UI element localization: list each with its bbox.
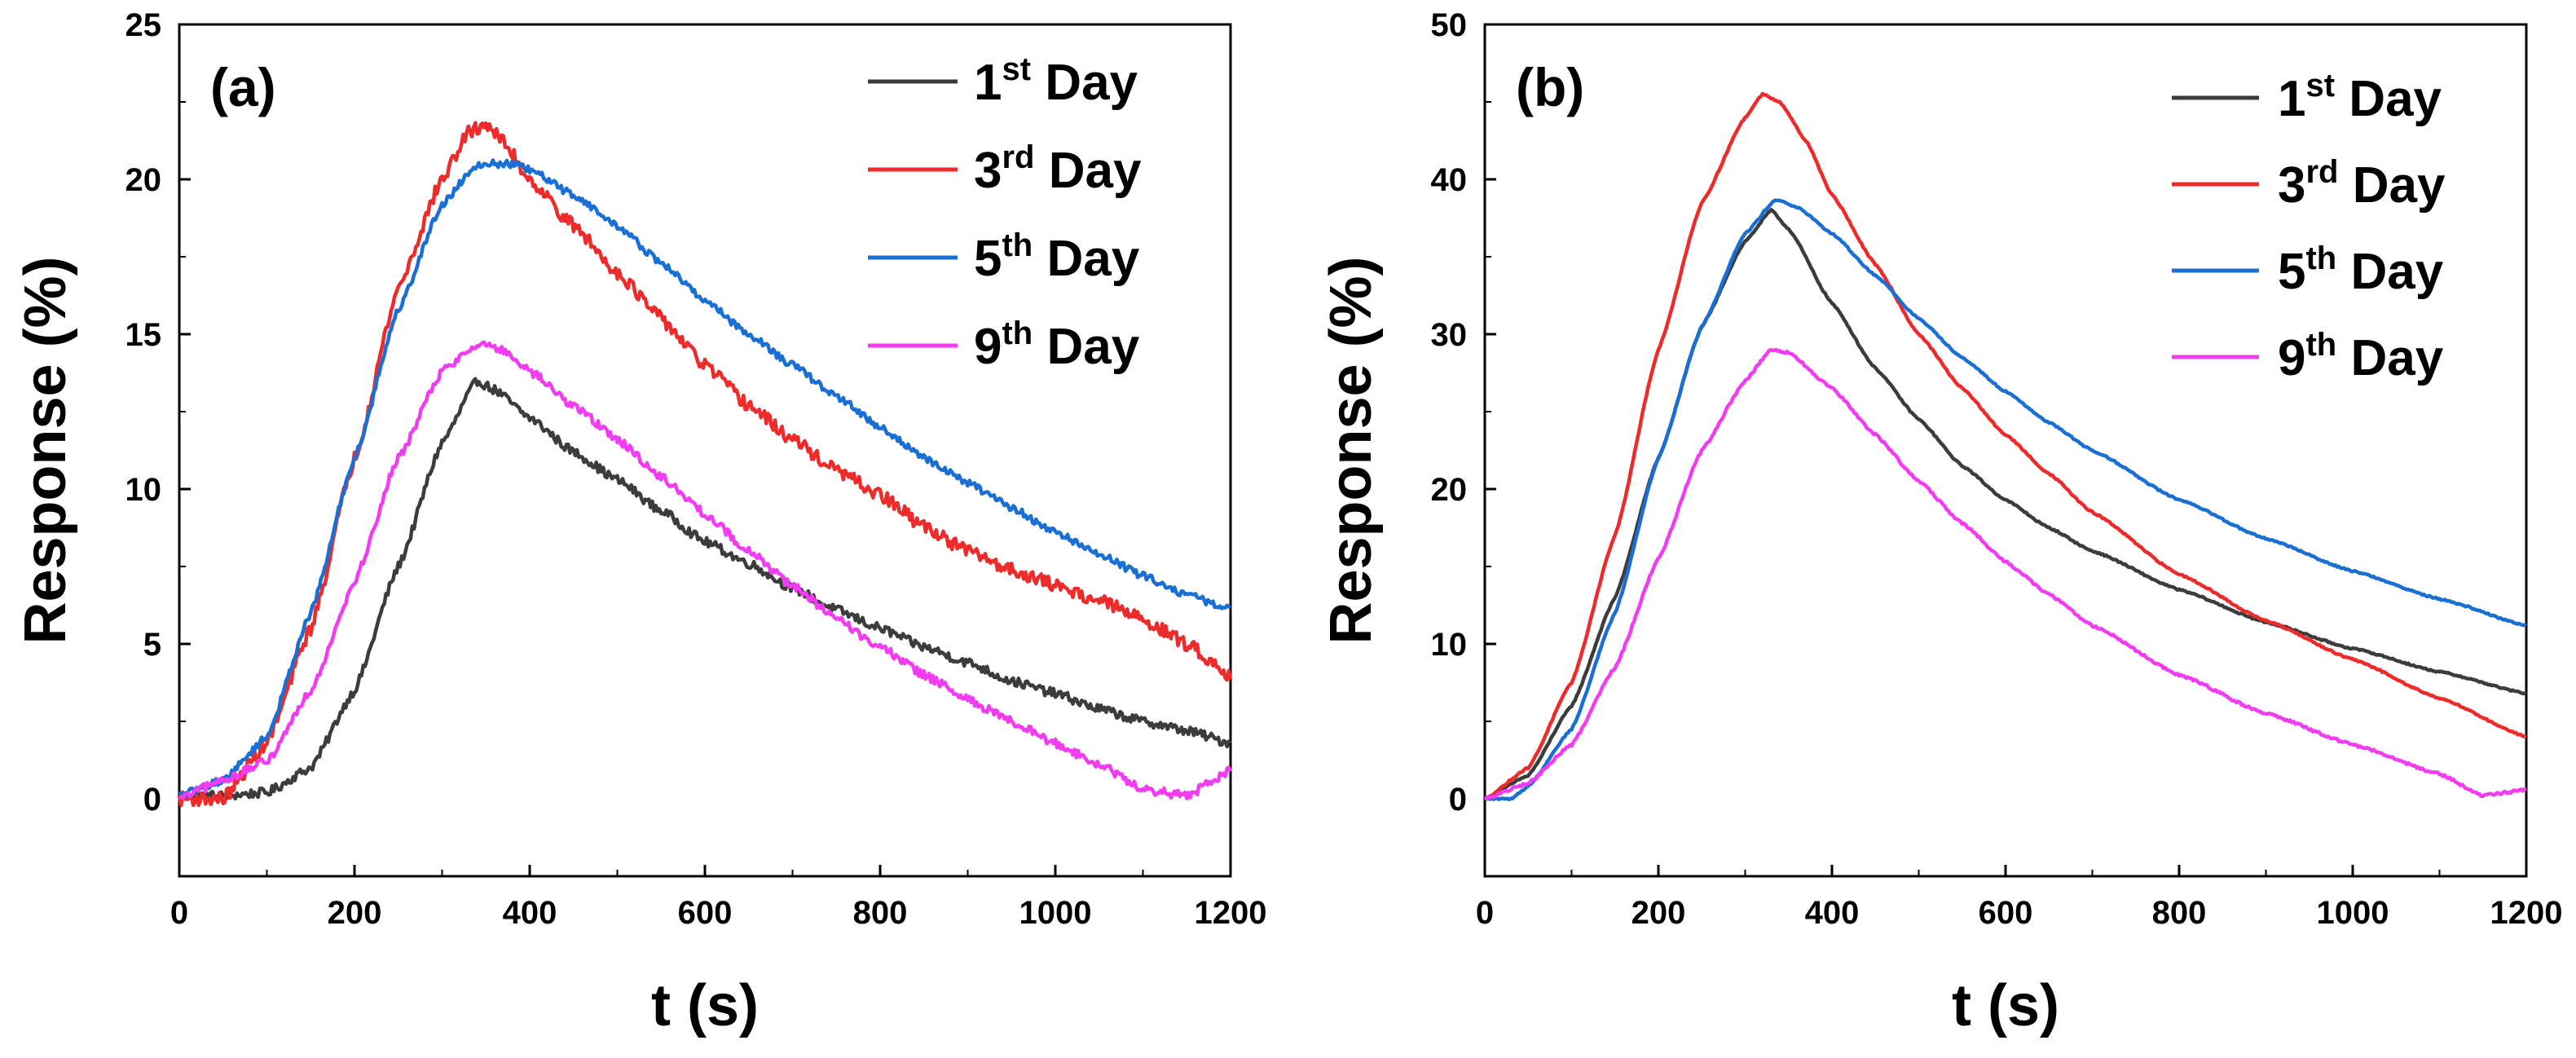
legend: 1st Day 3rd Day 5th Day 9th Day [868, 51, 1142, 375]
y-tick-label: 10 [1431, 627, 1468, 663]
series-line-3rd [1483, 91, 2527, 800]
x-tick-label: 1200 [2490, 895, 2563, 931]
x-tick-label: 1200 [1195, 895, 1267, 931]
y-tick-label: 30 [1431, 317, 1468, 353]
series-line-5th [178, 158, 1232, 800]
y-tick-label: 20 [1431, 472, 1468, 508]
x-axis-title: t (s) [1952, 973, 2059, 1038]
x-tick-label: 1000 [2317, 895, 2389, 931]
y-tick-label: 25 [125, 7, 162, 43]
series-line-3rd [177, 121, 1233, 808]
x-tick-label: 0 [1476, 895, 1494, 931]
x-tick-label: 800 [853, 895, 908, 931]
x-tick-label: 600 [678, 895, 733, 931]
x-tick-label: 200 [1631, 895, 1686, 931]
legend: 1st Day 3rd Day 5th Day 9th Day [2172, 68, 2446, 386]
series-line-9th [178, 340, 1233, 800]
legend-entry: 9th Day [2278, 327, 2444, 386]
x-tick-label: 400 [1805, 895, 1860, 931]
y-tick-label: 15 [125, 317, 162, 353]
chart-panel-b: 0 200 400 600 800 1000 1200 0 10 20 30 40 50 t (s) Res… [1319, 7, 2562, 1038]
y-tick-label: 0 [143, 782, 161, 818]
legend-entry: 5th Day [974, 227, 1140, 287]
y-tick-label: 10 [125, 472, 162, 508]
x-tick-label: 0 [170, 895, 188, 931]
y-axis-title: Response (%) [13, 256, 78, 644]
y-axis-title: Response (%) [1319, 256, 1384, 644]
series-line-1st [177, 377, 1232, 802]
legend-entry: 5th Day [2278, 240, 2444, 300]
panel-label: (b) [1516, 57, 1584, 117]
y-tick-label: 40 [1431, 162, 1468, 198]
y-tick-label: 5 [143, 627, 161, 663]
series-line-5th [1484, 198, 2527, 802]
panel-label: (a) [210, 57, 276, 117]
x-axis-title: t (s) [651, 973, 759, 1038]
x-tick-label: 800 [2152, 895, 2207, 931]
y-tick-label: 20 [125, 162, 162, 198]
chart-panel-a: 0 200 400 600 800 1000 1200 0 5 10 15 20 25 t (s) Resp… [13, 7, 1266, 1038]
x-tick-label: 400 [503, 895, 557, 931]
y-tick-label: 0 [1449, 782, 1467, 818]
legend-entry: 1st Day [974, 51, 1138, 111]
x-tick-label: 600 [1979, 895, 2033, 931]
x-tick-label: 1000 [1019, 895, 1092, 931]
legend-entry: 3rd Day [974, 139, 1142, 199]
legend-entry: 1st Day [2278, 68, 2442, 127]
series-line-9th [1484, 347, 2527, 800]
y-tick-label: 50 [1431, 7, 1468, 43]
legend-entry: 3rd Day [2278, 154, 2446, 214]
x-tick-label: 200 [328, 895, 382, 931]
legend-entry: 9th Day [974, 315, 1140, 375]
